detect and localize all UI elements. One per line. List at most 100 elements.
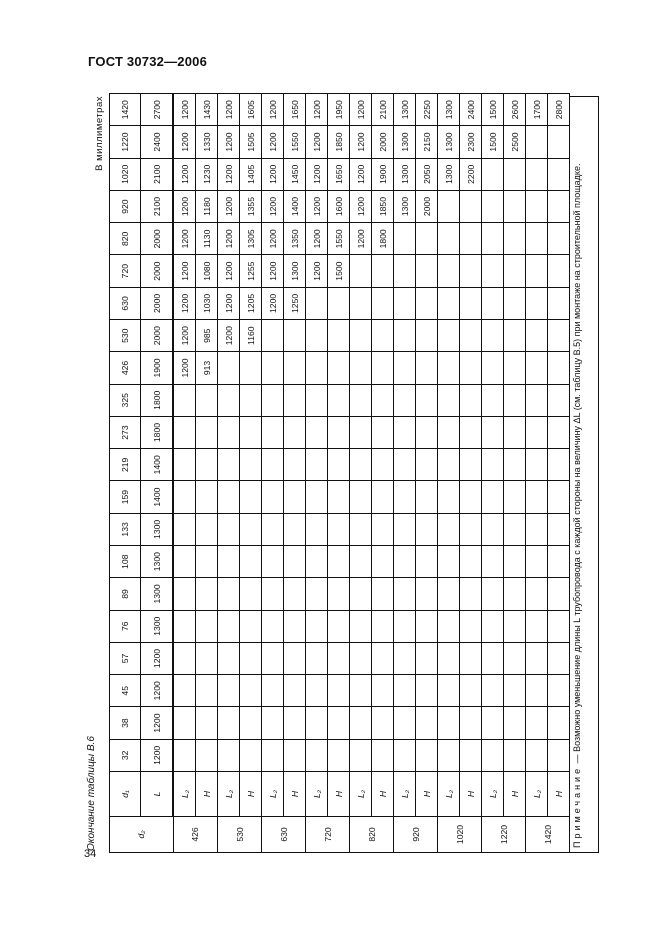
L2-value-cell (393, 255, 416, 288)
L2-value-cell (525, 351, 548, 385)
H-value-cell (503, 351, 526, 385)
H-value-cell (239, 448, 262, 481)
table-row: 820 L₂ 1200 1200 1200 1200 1200 (349, 93, 394, 853)
H-value-cell (503, 448, 526, 481)
table-row: H 1160 1205 1255 1305 1355 1405 1505 1605 (239, 93, 262, 853)
H-value-cell (547, 545, 570, 578)
L2-value-cell (217, 577, 240, 611)
H-value-cell (239, 545, 262, 578)
d1-value-cell: 820 (109, 222, 141, 255)
L2-value-cell (349, 739, 372, 772)
L2-value-cell (481, 158, 504, 191)
L-value-cell: 1300 (140, 513, 173, 546)
L-value-cell: 1900 (140, 351, 173, 385)
L2-value-cell (525, 384, 548, 417)
H-value-cell (371, 545, 394, 578)
H-value-cell (195, 674, 218, 707)
H-value-cell (283, 706, 306, 740)
L2-value-cell (173, 610, 196, 643)
L2-value-cell (437, 610, 460, 643)
H-value-cell: 1600 (327, 190, 350, 223)
L2-value-cell (349, 642, 372, 675)
L-value-cell: 2000 (140, 222, 173, 255)
L2-value-cell (393, 513, 416, 546)
L-value-cell: 2400 (140, 125, 173, 159)
H-value-cell (415, 545, 438, 578)
H-value-cell (547, 125, 570, 159)
L2-value-cell (261, 739, 284, 772)
L2-value-cell (437, 255, 460, 288)
L2-value-cell (305, 416, 328, 449)
H-value-cell (195, 610, 218, 643)
L2-value-cell (217, 545, 240, 578)
H-value-cell: 1400 (283, 190, 306, 223)
H-value-cell (239, 674, 262, 707)
H-value-cell (283, 545, 306, 578)
L-value-cell: 1200 (140, 706, 173, 740)
L2-value-cell (305, 287, 328, 320)
L2-value-cell: 1200 (349, 158, 372, 191)
L2-value-cell (261, 384, 284, 417)
L2-value-cell (217, 448, 240, 481)
L2-label-cell: L₂ (173, 771, 196, 817)
H-label-cell: H (239, 771, 262, 817)
L2-value-cell (173, 480, 196, 514)
L-value-cell: 1300 (140, 545, 173, 578)
H-value-cell (283, 351, 306, 385)
H-value-cell (195, 577, 218, 611)
L2-value-cell (437, 513, 460, 546)
L-value-cell: 1300 (140, 610, 173, 643)
L2-value-cell (437, 190, 460, 223)
table-row: H 1500 1550 1600 1650 1850 1950 (327, 93, 350, 853)
L2-value-cell (305, 674, 328, 707)
L2-value-cell (481, 480, 504, 514)
H-value-cell (547, 351, 570, 385)
H-label-cell: H (547, 771, 570, 817)
H-value-cell: 2400 (459, 93, 482, 126)
L2-value-cell (525, 739, 548, 772)
L2-label-cell: L₂ (393, 771, 416, 817)
L2-value-cell: 1200 (261, 158, 284, 191)
L2-value-cell (437, 480, 460, 514)
d1-value-cell: 920 (109, 190, 141, 223)
L2-value-cell (261, 319, 284, 352)
H-value-cell (371, 416, 394, 449)
H-value-cell (459, 384, 482, 417)
H-value-cell: 1500 (327, 255, 350, 288)
H-value-cell (415, 351, 438, 385)
L2-label-cell: L₂ (305, 771, 328, 817)
L2-value-cell (305, 448, 328, 481)
L2-value-cell (349, 287, 372, 320)
L2-value-cell (437, 706, 460, 740)
H-value-cell: 2500 (503, 125, 526, 159)
H-value-cell (547, 642, 570, 675)
L-value-cell: 1400 (140, 448, 173, 481)
H-value-cell (503, 255, 526, 288)
L2-value-cell (173, 448, 196, 481)
H-value-cell: 1160 (239, 319, 262, 352)
L-value-cell: 2100 (140, 158, 173, 191)
L2-value-cell (217, 351, 240, 385)
H-value-cell: 1605 (239, 93, 262, 126)
H-value-cell (195, 513, 218, 546)
d1-value-cell: 426 (109, 351, 141, 385)
L-value-cell: 2000 (140, 319, 173, 352)
L2-value-cell: 1200 (261, 125, 284, 159)
H-value-cell (239, 513, 262, 546)
H-value-cell (459, 222, 482, 255)
L2-value-cell (349, 577, 372, 611)
H-value-cell (327, 642, 350, 675)
H-value-cell (459, 255, 482, 288)
H-value-cell (459, 448, 482, 481)
table-row: H 1250 1300 1350 1400 1450 1550 1650 (283, 93, 306, 853)
H-value-cell (283, 642, 306, 675)
H-value-cell (239, 739, 262, 772)
L2-value-cell (525, 158, 548, 191)
L2-value-cell (437, 448, 460, 481)
H-value-cell: 2800 (547, 93, 570, 126)
L2-value-cell (217, 384, 240, 417)
d2-value-cell: 426 (173, 816, 218, 853)
H-value-cell (415, 610, 438, 643)
L2-value-cell (305, 739, 328, 772)
d2-value-cell: 920 (393, 816, 438, 853)
